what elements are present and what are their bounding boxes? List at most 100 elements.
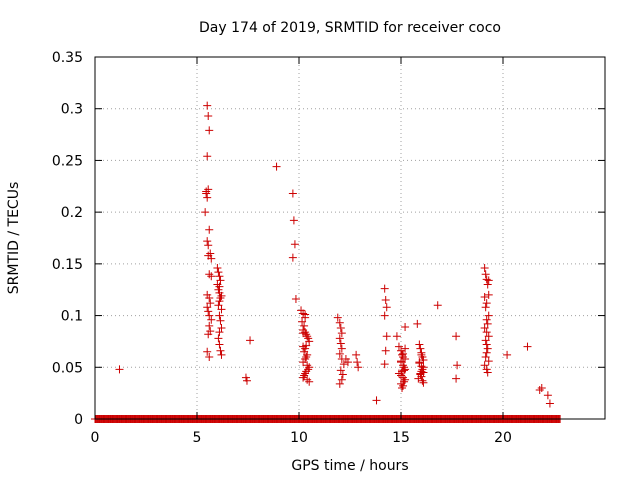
data-point [205, 270, 214, 279]
data-point [203, 237, 212, 246]
data-point [401, 344, 410, 353]
data-point [302, 367, 311, 376]
data-point [202, 189, 211, 198]
data-point [398, 350, 407, 359]
data-point [382, 332, 391, 341]
data-point [354, 363, 363, 372]
data-point [214, 334, 223, 343]
data-point [535, 386, 544, 395]
x-tick-label: 20 [494, 430, 512, 446]
data-point [204, 251, 213, 260]
x-tick-label: 10 [290, 430, 308, 446]
data-point [303, 361, 312, 370]
data-point [400, 366, 409, 375]
data-point [480, 361, 489, 370]
x-tick-label: 5 [193, 430, 202, 446]
chart-title: Day 174 of 2019, SRMTID for receiver coc… [199, 20, 501, 36]
data-point [288, 189, 297, 198]
data-point [216, 346, 225, 355]
data-point [204, 185, 213, 194]
data-point [397, 371, 405, 380]
data-point [215, 272, 224, 281]
data-point [483, 280, 492, 289]
data-point [415, 340, 424, 349]
data-point [300, 371, 309, 380]
data-point [394, 369, 403, 378]
data-point [401, 322, 410, 331]
data-point [397, 357, 405, 366]
data-point [481, 303, 490, 312]
data-point [399, 381, 408, 390]
data-point [335, 318, 344, 327]
y-axis-label: SRMTID / TECUs [6, 182, 22, 295]
data-point [205, 321, 214, 330]
data-point [484, 276, 493, 285]
data-point [205, 225, 214, 234]
data-point [302, 341, 311, 350]
data-point [482, 275, 491, 284]
data-point [213, 280, 222, 289]
data-point [484, 290, 493, 299]
data-point [272, 162, 281, 171]
data-point [482, 315, 491, 324]
data-point [453, 361, 462, 370]
data-point [204, 330, 213, 339]
data-point [480, 323, 489, 332]
data-point [452, 374, 461, 383]
y-tick-label: 0.35 [52, 50, 83, 66]
data-point [299, 329, 308, 338]
data-point [399, 349, 408, 358]
data-point [481, 336, 490, 345]
x-tick-label: 15 [392, 430, 410, 446]
data-point [381, 296, 390, 305]
data-point [382, 303, 391, 312]
data-point [335, 334, 344, 343]
data-point [352, 350, 361, 359]
plot-frame [94, 56, 606, 420]
data-point [205, 352, 214, 361]
data-point [201, 208, 210, 217]
data-point [482, 348, 491, 357]
data-point [337, 375, 346, 384]
data-point [484, 357, 493, 366]
data-point [413, 319, 422, 328]
data-point [414, 374, 423, 383]
data-point [483, 319, 492, 328]
data-point [290, 240, 299, 249]
data-point [204, 307, 213, 316]
data-point [305, 363, 314, 372]
y-tick-label: 0.05 [52, 360, 83, 376]
data-point [484, 332, 493, 341]
data-point [215, 340, 224, 349]
y-tick-label: 0.3 [61, 102, 83, 118]
data-point [304, 365, 313, 374]
data-point [215, 282, 224, 291]
x-tick-label: 0 [91, 430, 100, 446]
data-point [333, 313, 342, 322]
data-point [416, 369, 425, 378]
y-tick-label: 0.25 [52, 153, 83, 169]
data-point [206, 249, 215, 258]
data-point [298, 317, 307, 326]
data-point [483, 368, 492, 377]
data-point [480, 263, 489, 272]
data-point [203, 101, 212, 110]
data-point [545, 399, 554, 408]
data-point [417, 350, 426, 359]
data-point [215, 297, 224, 306]
data-point [207, 272, 216, 281]
y-tick-label: 0.1 [61, 309, 83, 325]
data-point [380, 311, 389, 320]
data-point [419, 363, 428, 372]
data-point [401, 375, 410, 384]
data-point [381, 346, 390, 355]
data-point [523, 342, 532, 351]
data-point [337, 344, 346, 353]
data-point [417, 367, 426, 376]
data-point [303, 350, 312, 359]
data-point [288, 253, 297, 262]
data-point [353, 358, 362, 367]
data-point [205, 293, 214, 302]
y-tick-label: 0.2 [61, 205, 83, 221]
